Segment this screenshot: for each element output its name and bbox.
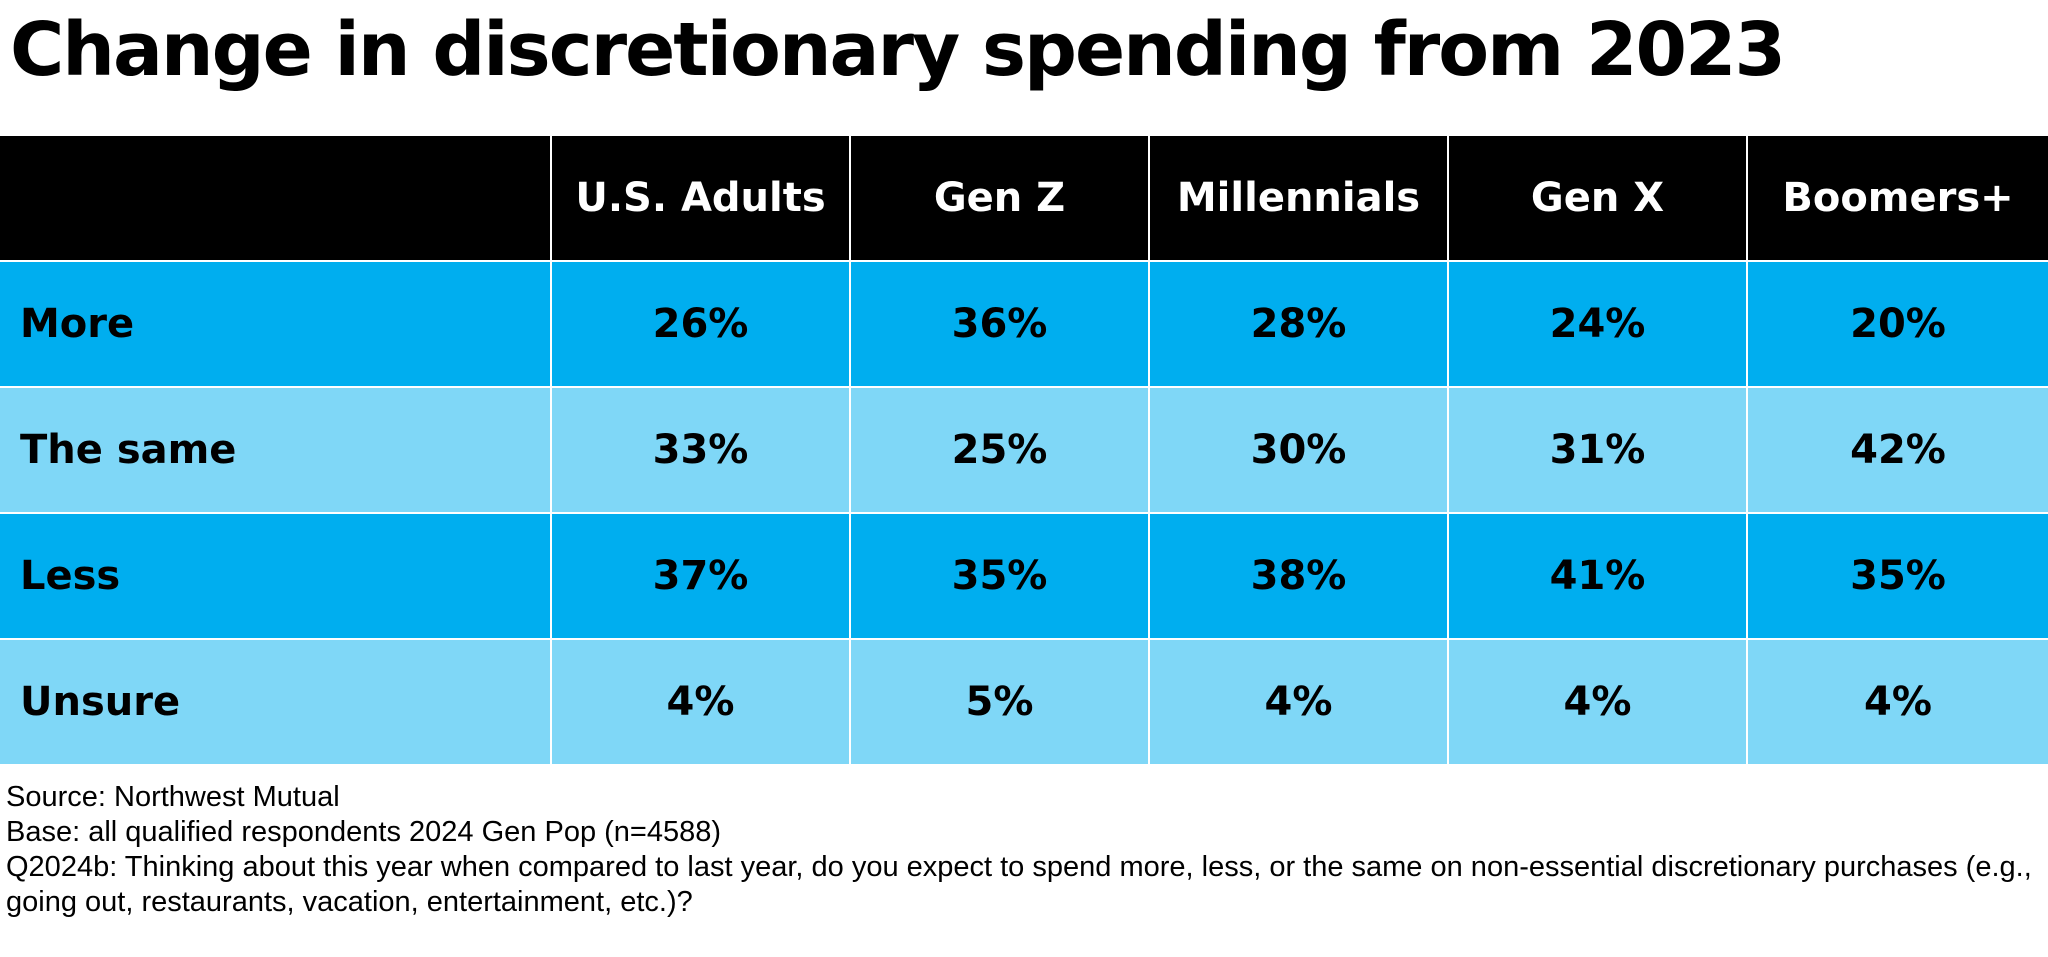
table-cell: 35% — [1746, 512, 2048, 640]
table-cell: 41% — [1447, 512, 1748, 640]
table-cell: 36% — [849, 260, 1150, 388]
table-row-more: More 26% 36% 28% 24% 20% — [0, 260, 2048, 388]
row-label: More — [0, 260, 552, 388]
table-cell: 24% — [1447, 260, 1748, 388]
base-note: Base: all qualified respondents 2024 Gen… — [6, 816, 722, 848]
table-cell: 38% — [1148, 512, 1449, 640]
column-header-us-adults: U.S. Adults — [550, 136, 851, 262]
table-cell: 37% — [550, 512, 851, 640]
table-cell: 4% — [1746, 638, 2048, 766]
header-row: U.S. Adults Gen Z Millennials Gen X Boom… — [0, 136, 2048, 262]
column-header-gen-z: Gen Z — [849, 136, 1150, 262]
table-cell: 4% — [550, 638, 851, 766]
column-header-gen-x: Gen X — [1447, 136, 1748, 262]
column-header-boomers: Boomers+ — [1746, 136, 2048, 262]
question-note: Q2024b: Thinking about this year when co… — [6, 851, 2032, 918]
table-cell: 25% — [849, 386, 1150, 514]
table-row-unsure: Unsure 4% 5% 4% 4% 4% — [0, 638, 2048, 766]
row-label: The same — [0, 386, 552, 514]
table-cell: 30% — [1148, 386, 1449, 514]
column-header-millennials: Millennials — [1148, 136, 1449, 262]
table-cell: 20% — [1746, 260, 2048, 388]
table-cell: 4% — [1447, 638, 1748, 766]
table-cell: 5% — [849, 638, 1150, 766]
table-cell: 28% — [1148, 260, 1449, 388]
table-cell: 35% — [849, 512, 1150, 640]
table-row-less: Less 37% 35% 38% 41% 35% — [0, 512, 2048, 640]
table-cell: 4% — [1148, 638, 1449, 766]
table-row-the-same: The same 33% 25% 30% 31% 42% — [0, 386, 2048, 514]
column-header-corner — [0, 136, 552, 262]
table-cell: 42% — [1746, 386, 2048, 514]
table-cell: 33% — [550, 386, 851, 514]
row-label: Less — [0, 512, 552, 640]
table-cell: 31% — [1447, 386, 1748, 514]
chart-title: Change in discretionary spending from 20… — [10, 7, 1786, 93]
data-table: U.S. Adults Gen Z Millennials Gen X Boom… — [0, 136, 2048, 766]
table-cell: 26% — [550, 260, 851, 388]
row-label: Unsure — [0, 638, 552, 766]
source-note: Source: Northwest Mutual — [6, 781, 340, 813]
footnotes: Source: Northwest Mutual Base: all quali… — [6, 780, 2036, 920]
